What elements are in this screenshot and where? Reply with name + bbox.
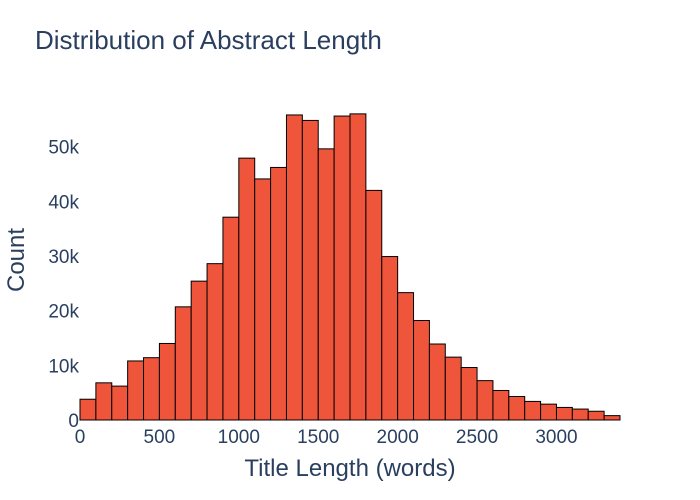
histogram-bar — [301, 119, 319, 421]
histogram-bar — [95, 382, 113, 421]
x-tick-label: 3000 — [535, 427, 577, 448]
histogram-bar — [571, 408, 589, 421]
histogram-bar — [111, 385, 129, 421]
chart-title: Distribution of Abstract Length — [35, 25, 382, 55]
histogram-bar — [270, 166, 287, 421]
histogram-bar — [460, 367, 478, 421]
x-tick-label: 2500 — [456, 427, 498, 448]
histogram-bar — [587, 410, 605, 421]
histogram-bar — [206, 263, 224, 421]
x-tick-label: 0 — [75, 427, 86, 448]
histogram-bar — [79, 398, 97, 421]
histogram-bar — [349, 113, 367, 421]
histogram-bar — [413, 320, 430, 421]
histogram-bar — [524, 400, 542, 421]
histogram-bar — [333, 115, 351, 421]
histogram-bar — [143, 357, 160, 421]
y-axis-title: Count — [3, 228, 30, 292]
x-axis-ticks: 0 500 1000 1500 2000 2500 3000 — [75, 427, 578, 448]
histogram-bar — [476, 380, 494, 421]
histogram-bar — [317, 148, 335, 421]
histogram-bar — [158, 342, 176, 421]
histogram-bar — [492, 389, 510, 421]
y-axis-ticks: 0 10k 20k 30k 40k 50k — [48, 138, 79, 432]
y-tick-label: 20k — [48, 302, 79, 323]
histogram-bar — [222, 216, 240, 421]
x-tick-label: 1000 — [218, 427, 260, 448]
y-tick-label: 50k — [48, 138, 79, 159]
histogram-bar — [238, 157, 256, 421]
histogram-bar — [190, 280, 208, 421]
histogram-bar — [603, 415, 621, 421]
histogram-bar — [428, 343, 446, 421]
histogram-bar — [397, 292, 415, 421]
histogram-bar — [365, 189, 383, 421]
histogram-bar — [508, 395, 526, 421]
x-tick-label: 2000 — [377, 427, 419, 448]
x-tick-label: 500 — [144, 427, 176, 448]
histogram-bar — [127, 360, 145, 421]
histogram-bar — [285, 114, 303, 421]
histogram-bar — [174, 306, 192, 421]
y-tick-label: 10k — [48, 356, 79, 377]
histogram-bar — [254, 178, 272, 421]
histogram-bar — [555, 406, 573, 421]
y-tick-label: 30k — [48, 247, 79, 268]
bars-group — [79, 113, 621, 421]
histogram-bar — [381, 256, 399, 421]
y-tick-label: 0 — [68, 411, 79, 432]
x-axis-title: Title Length (words) — [244, 455, 455, 482]
x-tick-label: 1500 — [297, 427, 339, 448]
histogram-bar — [540, 403, 557, 421]
histogram-bar — [444, 356, 462, 421]
y-tick-label: 40k — [48, 192, 79, 213]
